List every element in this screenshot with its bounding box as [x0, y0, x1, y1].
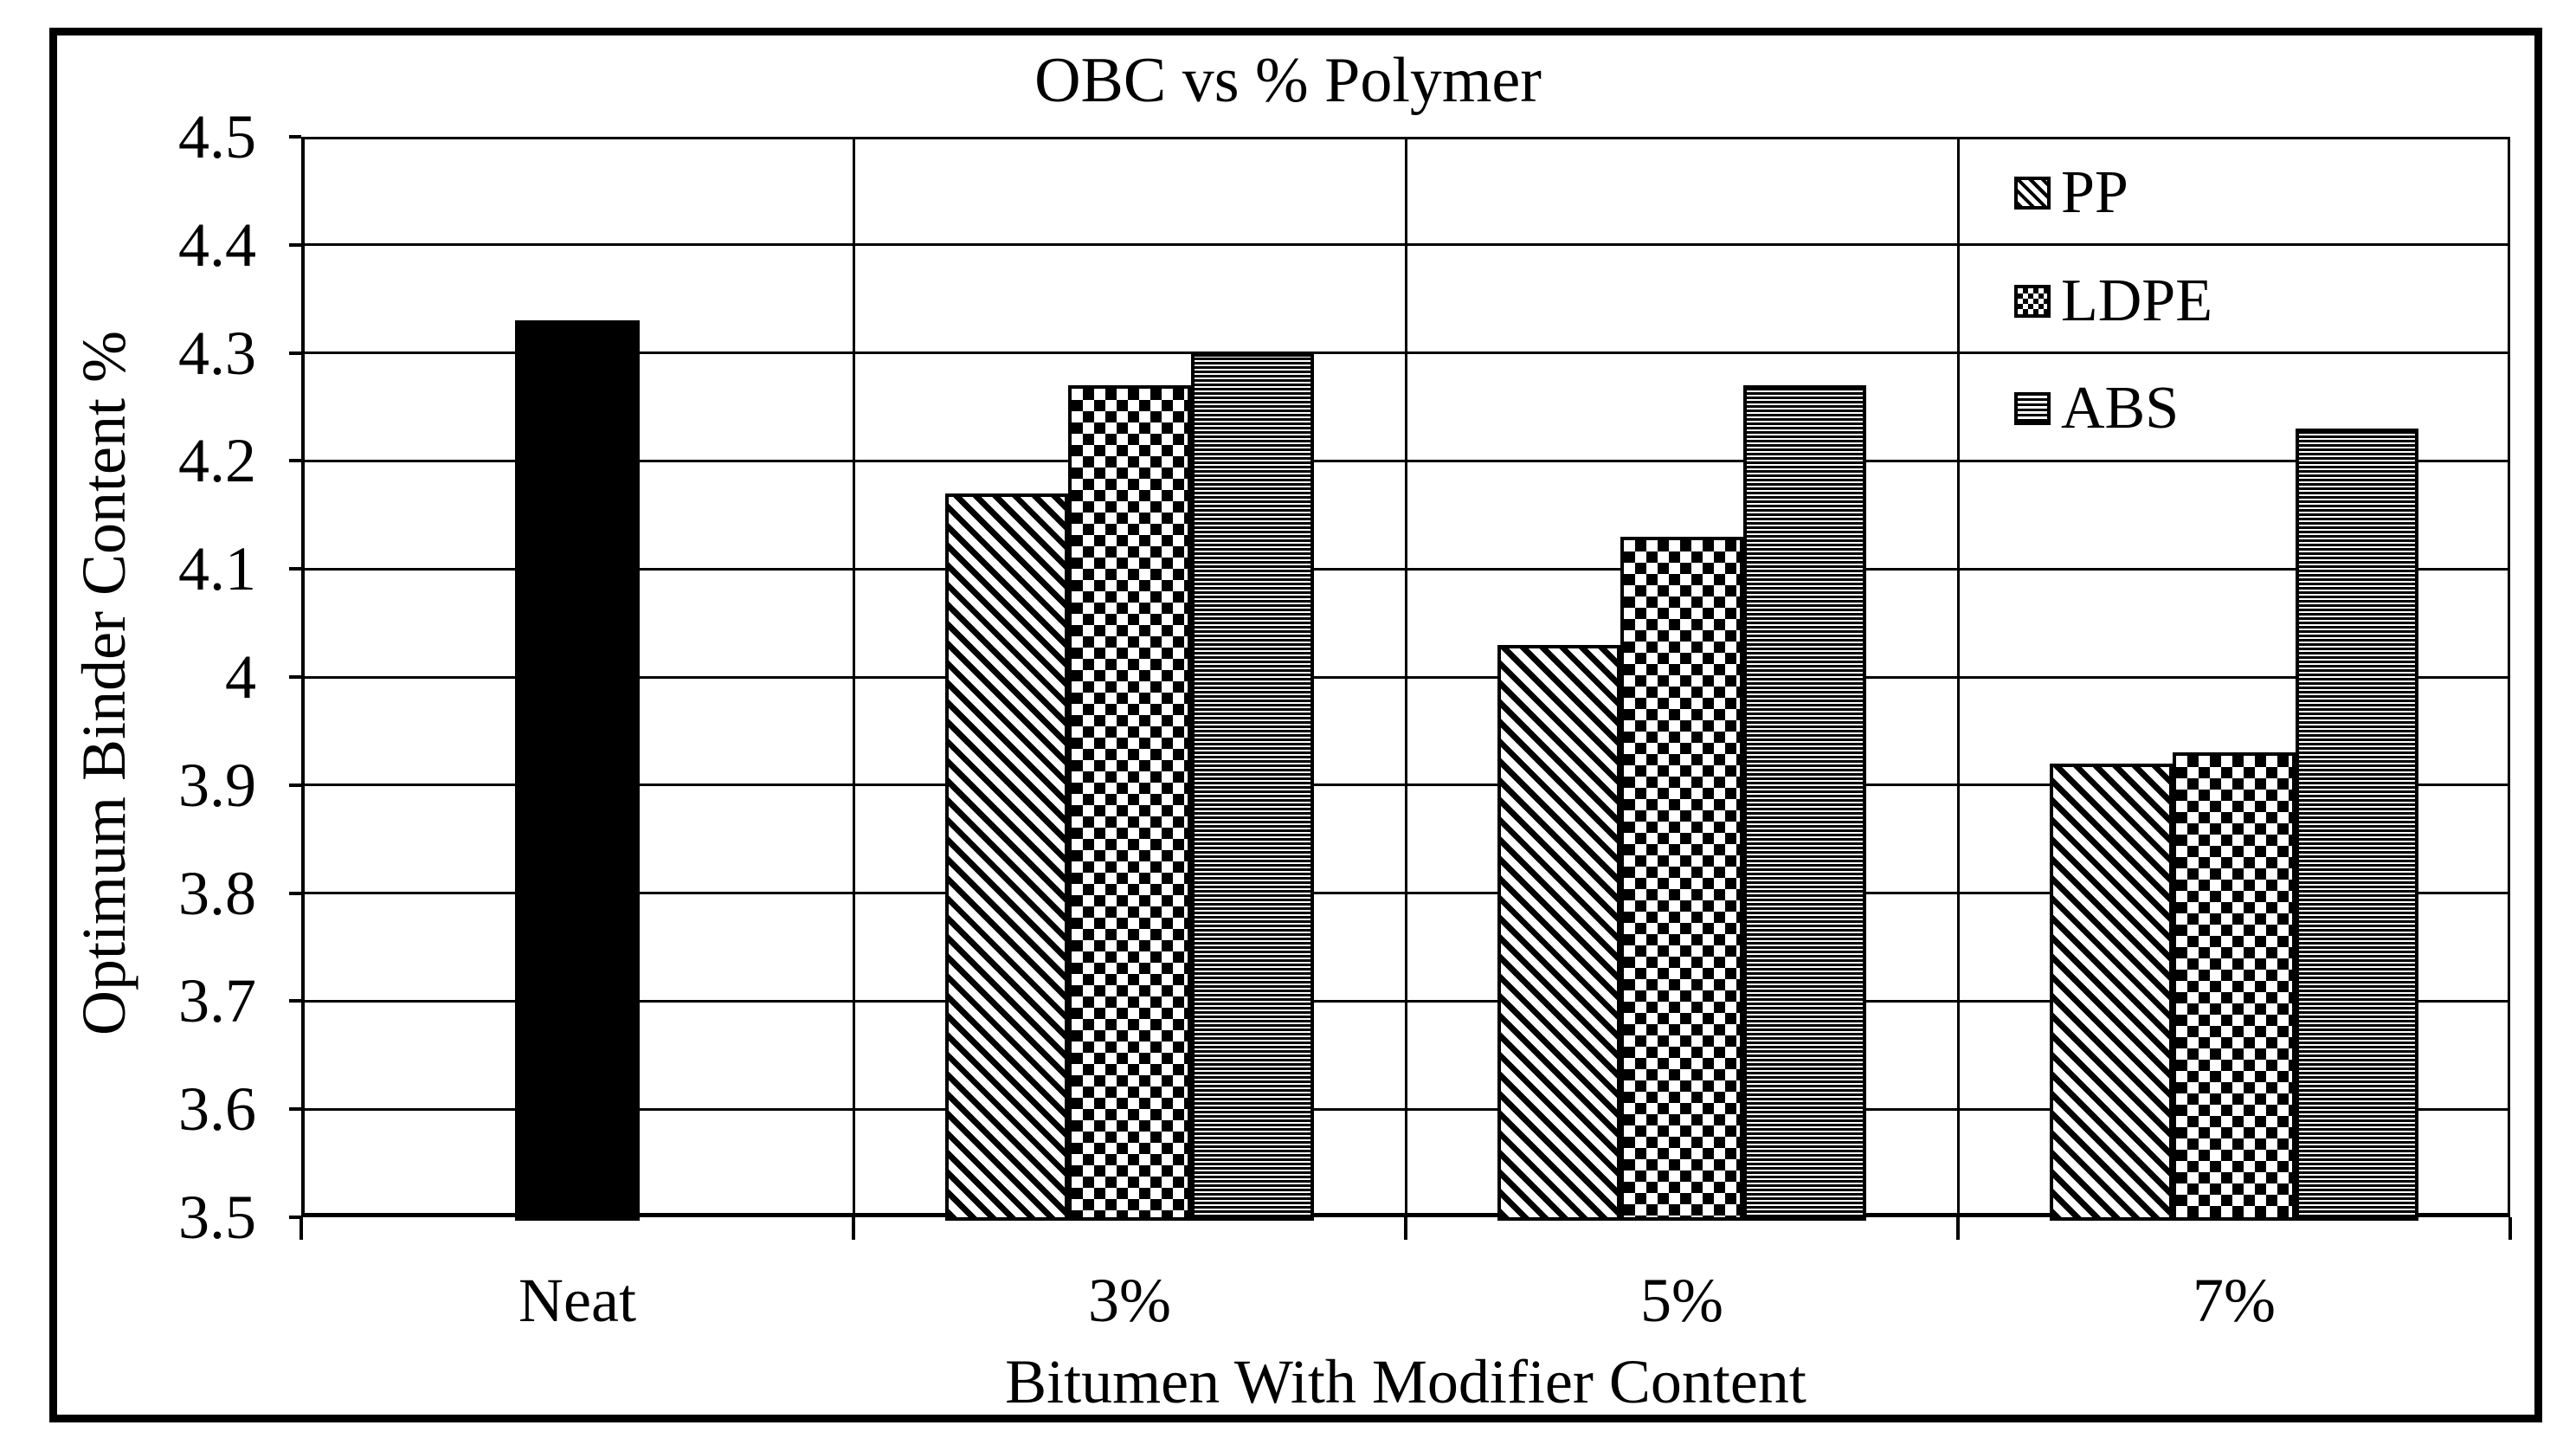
- y-axis-tick-4.4: [289, 242, 301, 247]
- legend-label-abs: ABS: [2061, 375, 2180, 442]
- x-axis-title: Bitumen With Modifier Content: [1005, 1347, 1806, 1416]
- x-axis-tick-3: [1956, 1217, 1960, 1240]
- x-axis-tick-4: [2508, 1217, 2512, 1240]
- y-tick-label-3.9: 3.9: [178, 750, 256, 820]
- legend-label-pp: PP: [2061, 159, 2128, 226]
- horizontal-stripes-swatch-icon: [2014, 392, 2051, 425]
- bar-7pct-ldpe: [2173, 752, 2296, 1221]
- y-tick-label-4.2: 4.2: [178, 426, 256, 496]
- x-axis-tick-0: [299, 1217, 303, 1240]
- y-axis-tick-4.5: [289, 135, 301, 139]
- bar-3pct-ldpe: [1068, 385, 1191, 1221]
- y-tick-label-4: 4: [225, 642, 256, 712]
- x-axis-tick-2: [1404, 1217, 1407, 1240]
- y-axis-tick-4.3: [289, 351, 301, 355]
- category-separator-3: [1956, 137, 1960, 1217]
- category-separator-1: [852, 137, 855, 1217]
- diagonal-stripes-swatch-icon: [2014, 177, 2051, 210]
- category-separator-2: [1404, 137, 1407, 1217]
- legend-item-abs: ABS: [2014, 378, 2179, 439]
- y-tick-label-3.7: 3.7: [178, 966, 256, 1036]
- bar-3pct-abs: [1191, 352, 1314, 1221]
- bar-Neat-neat: [515, 320, 640, 1221]
- legend-item-pp: PP: [2014, 163, 2128, 223]
- y-tick-label-4.3: 4.3: [178, 318, 256, 388]
- x-axis-tick-1: [852, 1217, 855, 1240]
- x-tick-label-5pct: 5%: [1640, 1266, 1723, 1335]
- y-axis-tick-3.7: [289, 999, 301, 1003]
- y-tick-label-4.4: 4.4: [178, 210, 256, 280]
- y-axis-tick-3.9: [289, 783, 301, 787]
- y-axis-tick-4.1: [289, 567, 301, 571]
- legend-item-ldpe: LDPE: [2014, 270, 2212, 331]
- bar-5pct-ldpe: [1620, 536, 1743, 1221]
- bar-7pct-abs: [2296, 429, 2418, 1221]
- chart-title: OBC vs % Polymer: [1034, 45, 1542, 116]
- bar-5pct-abs: [1743, 385, 1866, 1221]
- y-axis-tick-3.6: [289, 1107, 301, 1112]
- legend-label-ldpe: LDPE: [2061, 267, 2212, 334]
- y-axis-tick-3.5: [289, 1216, 301, 1219]
- y-tick-label-3.8: 3.8: [178, 858, 256, 928]
- y-axis-tick-4: [289, 675, 301, 679]
- y-tick-label-4.1: 4.1: [178, 534, 256, 604]
- y-axis-tick-4.2: [289, 459, 301, 463]
- x-tick-label-3pct: 3%: [1088, 1266, 1171, 1335]
- x-tick-label-7pct: 7%: [2193, 1266, 2276, 1335]
- checkerboard-swatch-icon: [2014, 284, 2051, 318]
- x-tick-label-Neat: Neat: [518, 1266, 636, 1335]
- y-tick-label-4.5: 4.5: [178, 102, 256, 171]
- y-tick-label-3.5: 3.5: [178, 1183, 256, 1252]
- bar-5pct-pp: [1497, 644, 1620, 1221]
- y-axis-tick-3.8: [289, 891, 301, 895]
- bar-3pct-pp: [945, 493, 1068, 1221]
- y-tick-label-3.6: 3.6: [178, 1074, 256, 1145]
- bar-7pct-pp: [2050, 763, 2173, 1221]
